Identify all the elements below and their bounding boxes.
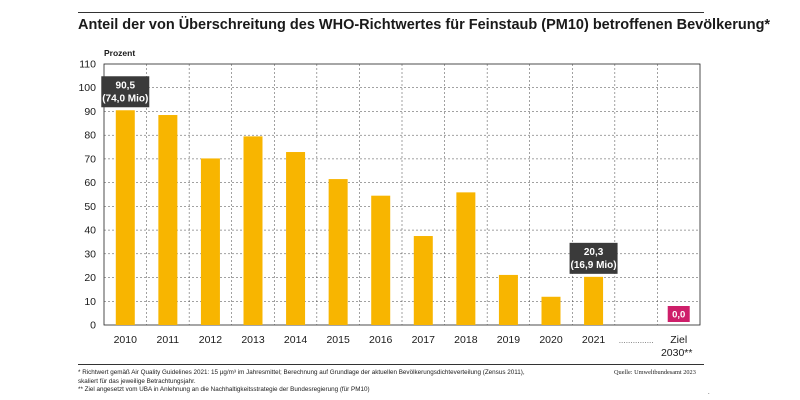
x-tick-label: 2017: [412, 334, 436, 346]
bar: [200, 158, 220, 325]
x-tick-label: 2016: [369, 334, 393, 346]
x-gap-marker: ……………: [619, 338, 654, 345]
corner-dot: .: [708, 390, 710, 396]
bar: [541, 296, 561, 325]
value-callout-line: 20,3: [584, 247, 604, 258]
bar: [243, 136, 263, 325]
y-tick-label: 60: [84, 177, 96, 189]
x-tick-label: 2021: [582, 334, 606, 346]
y-tick-label: 10: [84, 296, 96, 308]
y-tick-label: 110: [79, 59, 96, 71]
x-tick-label: 2019: [497, 334, 521, 346]
source-note: Quelle: Umweltbundesamt 2023: [614, 369, 696, 376]
bar: [328, 179, 348, 325]
target-value-box: [667, 306, 690, 322]
x-tick-label-ziel: Ziel: [670, 334, 687, 346]
footnote-richtwert: * Richtwert gemäß Air Quality Guidelines…: [78, 369, 525, 385]
value-callout-line: (74,0 Mio): [102, 93, 148, 104]
x-tick-label: 2015: [326, 334, 350, 346]
y-tick-label: 30: [84, 248, 96, 260]
bar: [158, 115, 178, 325]
y-tick-label: 50: [84, 201, 96, 213]
y-tick-label: 70: [84, 153, 96, 165]
top-rule: [78, 12, 704, 13]
bar: [456, 192, 476, 325]
value-callout-line: (16,9 Mio): [571, 260, 617, 271]
bottom-rule: [78, 364, 704, 365]
chart-title: Anteil der von Überschreitung des WHO-Ri…: [78, 17, 771, 33]
y-tick-label: 20: [84, 272, 96, 284]
x-tick-label: 2014: [284, 334, 308, 346]
value-callout-line: 90,5: [116, 80, 136, 91]
y-tick-label: 40: [84, 225, 96, 237]
y-tick-label: 90: [84, 106, 96, 118]
y-tick-label: 100: [78, 82, 96, 94]
footnote-ziel: ** Ziel angesetzt vom UBA in Anlehnung a…: [78, 386, 370, 393]
y-tick-label: 0: [90, 320, 96, 332]
y-tick-label: 80: [84, 130, 96, 142]
bar: [584, 276, 604, 325]
value-callout-box: [101, 76, 150, 108]
bar: [115, 110, 135, 325]
bar: [498, 274, 518, 325]
x-tick-label: 2011: [157, 334, 180, 346]
x-tick-label: 2012: [199, 334, 223, 346]
bar: [286, 152, 306, 325]
x-tick-label: 2013: [241, 334, 265, 346]
x-tick-label: 2010: [114, 334, 138, 346]
x-tick-label: 2018: [454, 334, 478, 346]
x-tick-label-ziel-year: 2030**: [661, 347, 693, 359]
bar: [371, 195, 391, 325]
value-callout-box: [569, 242, 618, 274]
target-value-label: 0,0: [672, 310, 685, 321]
x-tick-label: 2020: [539, 334, 563, 346]
bar: [413, 236, 433, 325]
y-axis-label: Prozent: [104, 48, 136, 58]
